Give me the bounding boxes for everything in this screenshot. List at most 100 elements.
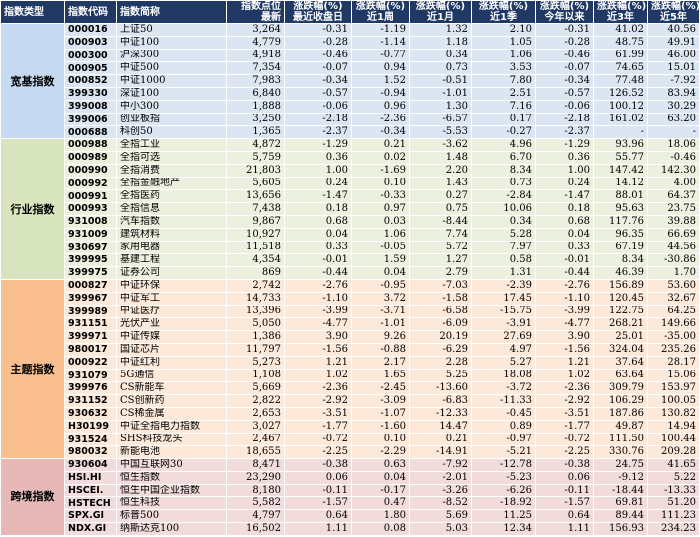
change-5y-cell: 32.67 — [647, 291, 700, 306]
change-1m-cell: 1.48 — [409, 150, 472, 165]
index-code-cell: 000852 — [64, 74, 117, 88]
latest-level-cell: 4,797 — [226, 509, 285, 524]
latest-level-cell: 18,655 — [226, 445, 285, 460]
latest-level-cell: 13,396 — [226, 304, 285, 319]
change-3y-cell: 268.21 — [593, 317, 648, 332]
change-ytd-cell: 1.11 — [535, 522, 594, 536]
index-code-cell: 000905 — [64, 61, 117, 76]
table-row: 跨境指数 930604 中国互联网30 8,471 -0.38 0.63 -7.92 -12.… — [0, 458, 700, 536]
change-1w-cell: -0.95 — [351, 278, 410, 293]
latest-level-cell: 6,840 — [226, 86, 285, 101]
change-1w-cell: -2.45 — [351, 381, 410, 396]
change-1m-cell: 0.75 — [409, 202, 472, 216]
index-code-cell: 399967 — [64, 291, 117, 306]
index-name-cell: 全指可选 — [116, 150, 227, 165]
change-last-close-cell: -1.47 — [284, 189, 352, 204]
change-1w-cell: -0.33 — [351, 189, 410, 204]
index-name-cell: 沪深300 — [116, 48, 227, 63]
index-name-cell: 中国互联网30 — [116, 458, 227, 472]
index-code-cell: NDX.GI — [64, 522, 117, 536]
change-last-close-cell: -2.92 — [284, 394, 352, 408]
change-last-close-cell: -1.77 — [284, 419, 352, 434]
change-ytd-cell: 1.00 — [535, 163, 594, 178]
change-last-close-cell: 0.06 — [284, 470, 352, 485]
change-5y-cell: 53.60 — [647, 278, 700, 293]
latest-level-cell: 11,797 — [226, 342, 285, 357]
change-1m-cell: 20.19 — [409, 330, 472, 344]
change-ytd-cell: -2.76 — [535, 278, 594, 293]
change-last-close-cell: -1.56 — [284, 342, 352, 357]
change-last-close-cell: -1.10 — [284, 291, 352, 306]
change-3y-cell: 161.02 — [593, 112, 648, 127]
change-3y-cell: 63.64 — [593, 368, 648, 383]
table-row: 000990 全指消费 21,803 1.00 -1.69 2.20 8.34 1.00 147… — [1, 163, 700, 178]
latest-level-cell: 2,742 — [226, 278, 285, 293]
change-3y-cell: -18.44 — [593, 483, 648, 498]
latest-level-cell: 4,918 — [226, 48, 285, 63]
change-last-close-cell: -2.25 — [284, 445, 352, 460]
latest-level-cell: 5,582 — [226, 496, 285, 511]
table-header: 指数类型 指数代码 指数简称 指数点位 最新 涨跌幅(%) 最近收盘日 涨跌幅(%)… — [0, 0, 700, 24]
change-1q-cell: 7.16 — [471, 99, 536, 114]
change-5y-cell: 18.06 — [647, 138, 700, 152]
change-1m-cell: 0.21 — [409, 432, 472, 447]
change-ytd-cell: -1.10 — [535, 291, 594, 306]
change-3y-cell: 77.48 — [593, 74, 648, 88]
change-1q-cell: 8.34 — [471, 163, 536, 178]
index-code-cell: 930604 — [64, 458, 117, 472]
index-code-cell: HSCEI. — [64, 483, 117, 498]
change-last-close-cell: 0.24 — [284, 176, 352, 191]
table-row: 399330 深证100 6,840 -0.57 -0.94 -1.01 2.51 -0.57… — [1, 86, 700, 101]
change-1w-cell: 0.63 — [351, 458, 410, 472]
change-1m-cell: 2.20 — [409, 163, 472, 178]
change-5y-cell: 100.44 — [647, 432, 700, 447]
table-row: 931079 5G通信 1,108 1.02 1.65 5.25 18.08 1.02 63.6… — [1, 368, 700, 383]
change-ytd-cell: 1.21 — [535, 355, 594, 370]
change-1w-cell: -1.07 — [351, 406, 410, 421]
index-name-cell: 中证环保 — [116, 278, 227, 293]
change-ytd-cell: -0.11 — [535, 483, 594, 498]
change-last-close-cell: 0.36 — [284, 150, 352, 165]
latest-level-cell: 2,822 — [226, 394, 285, 408]
change-5y-cell: 142.30 — [647, 163, 700, 178]
index-name-cell: 全指工业 — [116, 138, 227, 152]
latest-level-cell: 8,180 — [226, 483, 285, 498]
change-ytd-cell: -0.34 — [535, 74, 594, 88]
change-1w-cell: -0.94 — [351, 86, 410, 101]
index-name-cell: 基建工程 — [116, 253, 227, 268]
change-5y-cell: 1.70 — [647, 266, 700, 280]
latest-level-cell: 7,438 — [226, 202, 285, 216]
change-1q-cell: 1.06 — [471, 48, 536, 63]
change-3y-cell: 49.87 — [593, 419, 648, 434]
latest-level-cell: 8,471 — [226, 458, 285, 472]
change-5y-cell: 234.23 — [647, 522, 700, 536]
change-1q-cell: 0.17 — [471, 112, 536, 127]
index-code-cell: 000688 — [64, 125, 117, 140]
change-last-close-cell: -0.01 — [284, 253, 352, 268]
change-last-close-cell: 0.04 — [284, 227, 352, 242]
table-row: 980017 国证芯片 11,797 -1.56 -0.88 -6.29 4.97 -1.56… — [1, 342, 700, 357]
change-1q-cell: 6.70 — [471, 150, 536, 165]
change-3y-cell: 187.86 — [593, 406, 648, 421]
latest-level-cell: 5,669 — [226, 381, 285, 396]
header-change-3y: 涨跌幅(%) 近3年 — [593, 0, 648, 24]
index-code-cell: HSTECH — [64, 496, 117, 511]
table-row: 主题指数 000827 中证环保 2,742 -2.76 -0.95 -7.03 -2.39-… — [0, 278, 700, 460]
change-5y-cell: 23.75 — [647, 202, 700, 216]
change-last-close-cell: -1.57 — [284, 496, 352, 511]
change-5y-cell: -13.33 — [647, 483, 700, 498]
latest-level-cell: 869 — [226, 266, 285, 280]
change-1q-cell: -0.27 — [471, 125, 536, 140]
latest-level-cell: 1,386 — [226, 330, 285, 344]
change-1m-cell: 2.28 — [409, 355, 472, 370]
change-5y-cell: -30.86 — [647, 253, 700, 268]
index-code-cell: 000990 — [64, 163, 117, 178]
index-name-cell: 家用电器 — [116, 240, 227, 255]
change-1q-cell: 4.96 — [471, 138, 536, 152]
change-1q-cell: 0.73 — [471, 176, 536, 191]
index-name-cell: CS创新药 — [116, 394, 227, 408]
header-change-1q: 涨跌幅(%) 近1季 — [471, 0, 536, 24]
change-1q-cell: -6.26 — [471, 483, 536, 498]
index-name-cell: 恒生科技 — [116, 496, 227, 511]
change-1q-cell: 27.69 — [471, 330, 536, 344]
